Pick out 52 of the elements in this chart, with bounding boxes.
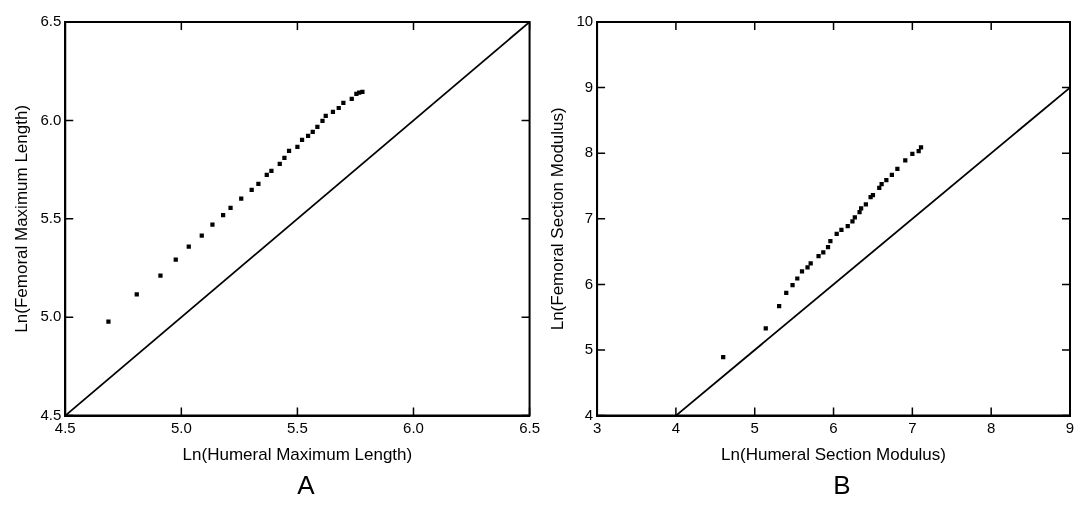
x-tick-label: 5.0	[170, 418, 192, 436]
point	[895, 166, 900, 172]
point	[816, 254, 821, 259]
point	[106, 319, 111, 324]
y-tick-label: 5.5	[40, 208, 62, 226]
point	[282, 155, 287, 160]
point	[852, 215, 857, 220]
x-tick-label: 9	[1065, 418, 1075, 436]
point	[295, 144, 300, 149]
text: B	[832, 470, 852, 500]
y-tick-label: 6.5	[40, 12, 62, 30]
y-axis-title: Ln(Femoral Section Modulus)	[547, 107, 567, 331]
point	[850, 219, 855, 224]
point	[808, 261, 813, 266]
x-tick-label: 5.5	[286, 418, 308, 436]
x-tick-label: 7	[908, 418, 917, 436]
point	[158, 273, 163, 278]
point	[795, 276, 800, 281]
x-tick-label: 6.5	[519, 418, 540, 436]
x-tick-label: 5	[750, 418, 759, 436]
y-axis-title: Ln(Femoral Maximum Length)	[11, 104, 31, 333]
y-tick-label: 5.0	[40, 307, 62, 325]
point	[315, 124, 320, 130]
point	[839, 227, 844, 233]
text: A	[296, 470, 316, 500]
point	[320, 118, 325, 124]
y-tick-label: 7	[584, 208, 594, 226]
point	[828, 238, 833, 244]
y-tick-label: 4.5	[40, 405, 62, 423]
point	[269, 168, 274, 173]
y-tick-label: 10	[576, 12, 594, 30]
y-tick-label: 8	[584, 143, 594, 161]
point	[857, 210, 862, 215]
x-tick-label: 4	[671, 418, 681, 436]
y-tick-label: 4	[584, 405, 594, 423]
y-tick-label: 9	[584, 77, 594, 95]
y-tick-label: 6.0	[40, 110, 62, 128]
x-tick-label: 6	[829, 418, 838, 436]
x-axis-title: Ln(Humeral Maximum Length)	[182, 445, 413, 465]
y-tick-label: 6	[584, 274, 594, 292]
point	[228, 205, 233, 210]
point	[790, 282, 795, 288]
x-tick-label: 3	[592, 418, 602, 436]
x-tick-label: 8	[987, 418, 996, 436]
x-tick-label: 6.0	[403, 418, 424, 436]
point	[341, 100, 346, 106]
point	[805, 265, 810, 270]
point	[210, 222, 215, 227]
point	[256, 181, 261, 186]
x-axis-title: Ln(Humeral Section Modulus)	[721, 445, 946, 465]
point	[903, 158, 908, 163]
y-tick-label: 5	[584, 340, 594, 358]
